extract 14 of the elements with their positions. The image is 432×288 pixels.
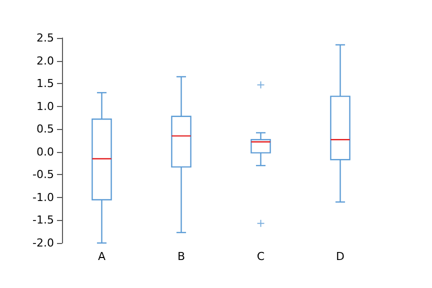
y-tick-label: 0.0 — [36, 145, 54, 158]
y-tick-label: 0.5 — [36, 122, 54, 136]
x-tick-label: D — [336, 250, 344, 263]
x-tick-label: B — [177, 250, 186, 263]
y-tick-label: -1.0 — [32, 190, 54, 204]
y-tick-label: 2.5 — [36, 32, 54, 44]
y-tick-label: -2.0 — [32, 236, 54, 250]
y-tick-label: 1.0 — [36, 100, 54, 113]
x-tick-label: C — [256, 250, 265, 263]
y-tick-label: -1.5 — [32, 214, 54, 227]
y-tick-label: 1.5 — [36, 77, 54, 90]
x-tick-label: A — [98, 250, 106, 263]
y-tick-label: 2.0 — [36, 54, 54, 68]
y-tick-label: -0.5 — [32, 168, 54, 182]
